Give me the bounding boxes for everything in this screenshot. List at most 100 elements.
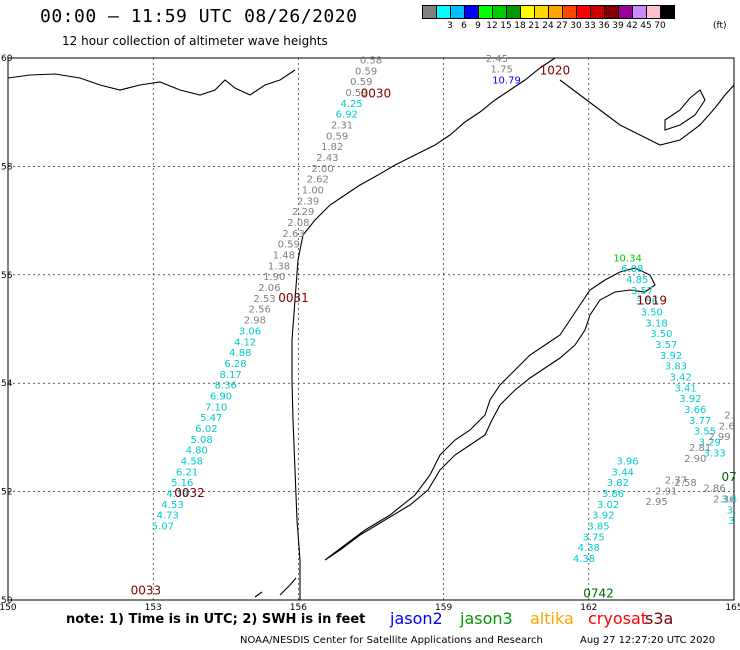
wave-height-value: 3 [728,516,734,527]
wave-height-value: 3.92 [679,394,701,405]
wave-height-value: 3.4 [721,494,737,505]
wave-height-value: 0.59 [326,131,348,142]
coastline-magadan [7,69,296,96]
legend-label: 33 [584,21,596,31]
legend-label: 3 [447,21,453,31]
legend-label: 36 [598,21,610,31]
wave-height-value: 3.41 [674,383,696,394]
wave-height-value: 1.00 [302,186,324,197]
pass-time-label: 0032 [174,486,205,500]
wave-height-value: 8.17 [220,370,242,381]
wave-height-value: 3.42 [670,372,692,383]
wave-height-value: 5.08 [190,435,212,446]
latitude-label: 58 [1,162,13,172]
satellite-cryosat: cryosat [588,609,648,628]
wave-height-value: 2.53 [253,294,275,305]
wave-height-value: 2.58 [674,478,696,489]
wave-height-value: 2.98 [244,316,266,327]
longitude-label: 153 [145,603,162,613]
wave-height-value: 2.62 [307,175,329,186]
wave-height-value: 2.29 [292,207,314,218]
pass-time-label: 0030 [361,87,392,101]
wave-height-value: 3.92 [592,511,614,522]
wave-height-value: 4.85 [626,275,648,286]
footnote: note: 1) Time is in UTC; 2) SWH is in fe… [66,612,366,627]
satellite-altika: altika [530,609,574,628]
legend-label: 30 [570,21,582,31]
axis-labels: 150 153 156 159 162 165 60 58 56 54 52 50 [0,54,740,613]
wave-height-value: 1.48 [273,251,295,262]
latitude-label: 60 [1,54,13,64]
longitude-label: 150 [0,603,17,613]
wave-height-value: 1.75 [491,65,513,76]
coastline-koryak [559,79,735,146]
legend-label: 39 [612,21,624,31]
wave-height-value: 3.50 [641,307,663,318]
legend-label: 15 [500,21,512,31]
pass-time-label: 1020 [540,63,571,77]
pass-time-label: 0031 [278,291,309,305]
wave-height-value: 3.86 [602,489,624,500]
wave-height-value: 4.80 [186,446,208,457]
track-d-south: 3.963.443.823.863.023.923.853.754.384.38 [573,457,639,566]
wave-height-value: 0.58 [360,55,382,66]
karaginsky-island [664,89,706,131]
wave-height-value: 2.81 [689,443,711,454]
legend-label: 18 [514,21,526,31]
wave-height-value: 5.16 [171,478,193,489]
wave-height-value: 3.56 [636,297,658,308]
color-legend [422,5,675,19]
wave-height-value: 1.90 [263,272,285,283]
wave-height-value: 1.38 [268,261,290,272]
latitude-label: 54 [1,379,13,389]
pass-time-label: 07 [722,470,737,484]
wave-height-value: 3. [727,505,737,516]
color-legend-labels: 3 6 9 12 15 18 21 24 27 30 33 36 39 42 45 70 [422,21,740,33]
coastline [7,57,735,600]
legend-unit: (ft) [713,21,727,31]
map-frame [7,57,735,601]
wave-height-value: 8.36 [215,381,237,392]
wave-height-value: 3.02 [597,500,619,511]
altimeter-tracks: 0.580.590.590.594.256.922.310.591.822.43… [152,54,737,565]
wave-height-value: 6.08 [621,264,643,275]
wave-height-value: 4.58 [181,457,203,468]
legend-label: 24 [542,21,554,31]
pass-time-label: 0742 [583,586,614,600]
map-subtitle: 12 hour collection of altimeter wave hei… [62,34,328,48]
pass-time-label: 0033 [131,584,162,598]
track-a-upper: 0.580.590.590.594.256.922.310.591.822.43… [152,55,382,532]
legend-label: 9 [475,21,481,31]
wave-height-value: 2.06 [258,283,280,294]
legend-label: 70 [654,21,666,31]
wave-height-value: 2.77 [665,475,687,486]
legend-label: 21 [528,21,540,31]
wave-height-value: 0.59 [345,88,367,99]
wave-height-value: 2.43 [316,153,338,164]
satellite-jason2: jason2 [390,609,443,628]
pass-time-labels: 0030 1020 0031 1019 0032 0033 0742 07 [131,63,737,600]
wave-height-value: 4.53 [161,500,183,511]
wave-height-value: 2. [724,410,734,421]
wave-height-value: 6.28 [224,359,246,370]
wave-height-value: 2.31 [331,120,353,131]
satellite-s3a: s3a [645,609,674,628]
wave-height-value: 2.39 [297,196,319,207]
wave-height-value: 4.73 [157,511,179,522]
wave-height-value: 3.66 [684,405,706,416]
wave-height-value: 10.34 [613,253,642,264]
wave-height-value: 3.83 [665,362,687,373]
wave-height-value: 3.55 [694,427,716,438]
map-title: 00:00 – 11:59 UTC 08/26/2020 [40,6,358,27]
wave-height-value: 3.57 [631,286,653,297]
wave-height-value: 2.90 [684,454,706,465]
wave-height-value: 3.50 [650,329,672,340]
legend-swatch [660,5,675,19]
track-e-gray: 2.952.912.772.58 2.902.812.992.62. 2.862.3… [645,410,735,508]
wave-height-value: 3.18 [645,318,667,329]
latitude-label: 50 [1,596,13,606]
wave-height-value: 3.85 [587,522,609,533]
wave-height-value: 3.44 [612,467,634,478]
legend-label: 42 [626,21,638,31]
